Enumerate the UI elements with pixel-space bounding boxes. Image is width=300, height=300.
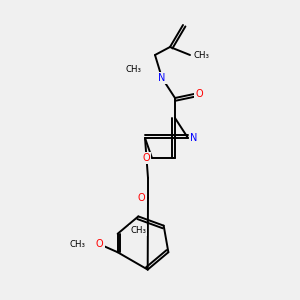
Text: CH₃: CH₃	[194, 50, 210, 59]
Text: O: O	[142, 153, 150, 163]
Text: CH₃: CH₃	[130, 226, 146, 235]
Text: CH₃: CH₃	[126, 65, 142, 74]
Text: O: O	[195, 89, 203, 99]
Text: O: O	[137, 193, 145, 203]
Text: CH₃: CH₃	[70, 240, 86, 249]
Text: O: O	[96, 239, 104, 249]
Text: N: N	[190, 133, 198, 143]
Text: N: N	[158, 73, 166, 83]
